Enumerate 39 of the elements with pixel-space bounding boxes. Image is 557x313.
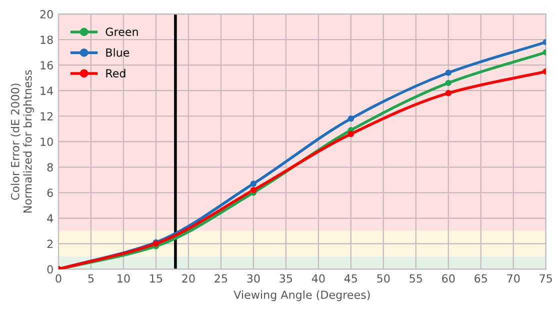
y-tick-label: 4 xyxy=(47,214,53,222)
x-tick-label: 75 xyxy=(540,274,552,283)
y-tick-label: 8 xyxy=(47,163,53,172)
y-axis-title: Color Error (dE 2000) Normalized for brightness xyxy=(10,70,34,213)
point xyxy=(348,130,354,138)
x-tick-label: 0 xyxy=(56,274,62,283)
point xyxy=(445,70,452,76)
x-tick-label: 25 xyxy=(214,274,228,283)
y-tick-label: 12 xyxy=(40,112,53,120)
point xyxy=(250,186,257,194)
y-tick-label: 6 xyxy=(47,188,53,198)
x-tick-label: 5 xyxy=(88,274,94,283)
y-tick-label: 10 xyxy=(40,138,53,146)
x-tick-label: 60 xyxy=(442,274,455,283)
x-tick-label: 15 xyxy=(150,274,162,283)
y-tick-label: 2 xyxy=(47,240,53,248)
x-tick-label: 40 xyxy=(312,274,325,283)
x-tick-label: 10 xyxy=(118,274,130,283)
x-tick-label: 65 xyxy=(474,274,487,283)
point xyxy=(445,80,452,86)
point xyxy=(250,180,257,187)
point xyxy=(445,90,452,96)
x-tick-label: 50 xyxy=(377,274,390,283)
legend-label: Green xyxy=(106,28,138,36)
x-tick-label: 55 xyxy=(410,274,422,283)
legend-label: Blue xyxy=(106,48,130,57)
x-tick-label: 20 xyxy=(182,274,195,283)
x-tick-label: 70 xyxy=(507,274,520,283)
x-tick-label: 35 xyxy=(280,274,292,283)
x-tick-label: 30 xyxy=(247,274,260,283)
y-tick-label: 0 xyxy=(47,265,53,274)
x-tick-label: 45 xyxy=(344,274,358,283)
y-tick-label: 16 xyxy=(40,61,53,70)
y-tick-label: 18 xyxy=(40,36,53,44)
legend-label: Red xyxy=(106,68,126,78)
point xyxy=(348,116,354,122)
x-axis-title: Viewing Angle (Degrees) xyxy=(234,290,370,302)
y-tick-label: 20 xyxy=(40,10,53,18)
y-tick-label: 14 xyxy=(40,86,53,95)
